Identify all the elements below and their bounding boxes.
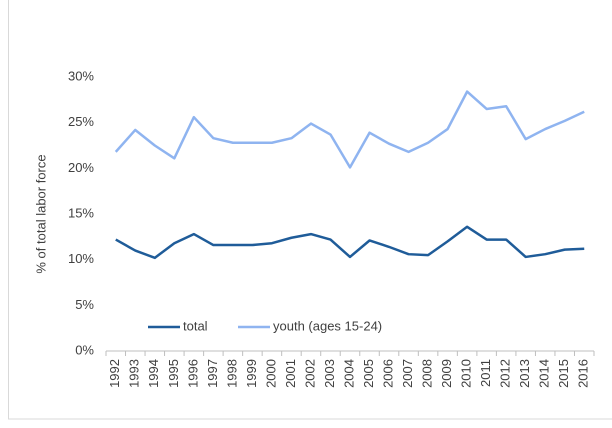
x-tick-label: 1994 xyxy=(146,359,161,388)
x-tick-label: 2014 xyxy=(537,359,552,388)
x-tick-label: 1993 xyxy=(127,359,142,388)
legend-label: total xyxy=(183,318,208,333)
x-tick-label: 2005 xyxy=(361,359,376,388)
x-tick-label: 2010 xyxy=(459,359,474,388)
x-tick-label: 1999 xyxy=(244,359,259,388)
x-tick-label: 1996 xyxy=(185,359,200,388)
x-tick-label: 2006 xyxy=(380,359,395,388)
y-tick-label: 15% xyxy=(68,205,94,220)
y-tick-label: 30% xyxy=(68,68,94,83)
x-tick-label: 1992 xyxy=(107,359,122,388)
y-tick-label: 25% xyxy=(68,114,94,129)
x-tick-label: 1995 xyxy=(166,359,181,388)
legend-label: youth (ages 15-24) xyxy=(273,318,382,333)
x-tick-label: 2015 xyxy=(556,359,571,388)
x-tick-label: 2011 xyxy=(478,359,493,387)
x-tick-label: 2000 xyxy=(263,359,278,388)
y-axis-label: % of total labor force xyxy=(33,154,48,273)
y-tick-label: 10% xyxy=(68,251,94,266)
x-tick-label: 2001 xyxy=(283,359,298,388)
x-tick-label: 2012 xyxy=(498,359,513,388)
chart-border xyxy=(8,0,612,420)
x-tick-label: 2009 xyxy=(439,359,454,388)
x-tick-label: 2007 xyxy=(400,359,415,388)
x-tick-label: 2013 xyxy=(517,359,532,388)
line-series xyxy=(114,90,585,169)
y-tick-label: 20% xyxy=(68,160,94,175)
y-tick-label: 5% xyxy=(75,297,94,312)
x-tick-label: 2008 xyxy=(420,359,435,388)
x-tick-label: 2016 xyxy=(576,359,591,388)
x-tick-label: 1998 xyxy=(224,359,239,388)
x-tick-label: 2002 xyxy=(302,359,317,388)
x-tick-label: 2003 xyxy=(322,359,337,388)
line-series xyxy=(115,225,585,260)
x-tick-label: 2004 xyxy=(341,359,356,388)
x-tick-label: 1997 xyxy=(205,359,220,388)
y-tick-label: 0% xyxy=(75,342,94,357)
